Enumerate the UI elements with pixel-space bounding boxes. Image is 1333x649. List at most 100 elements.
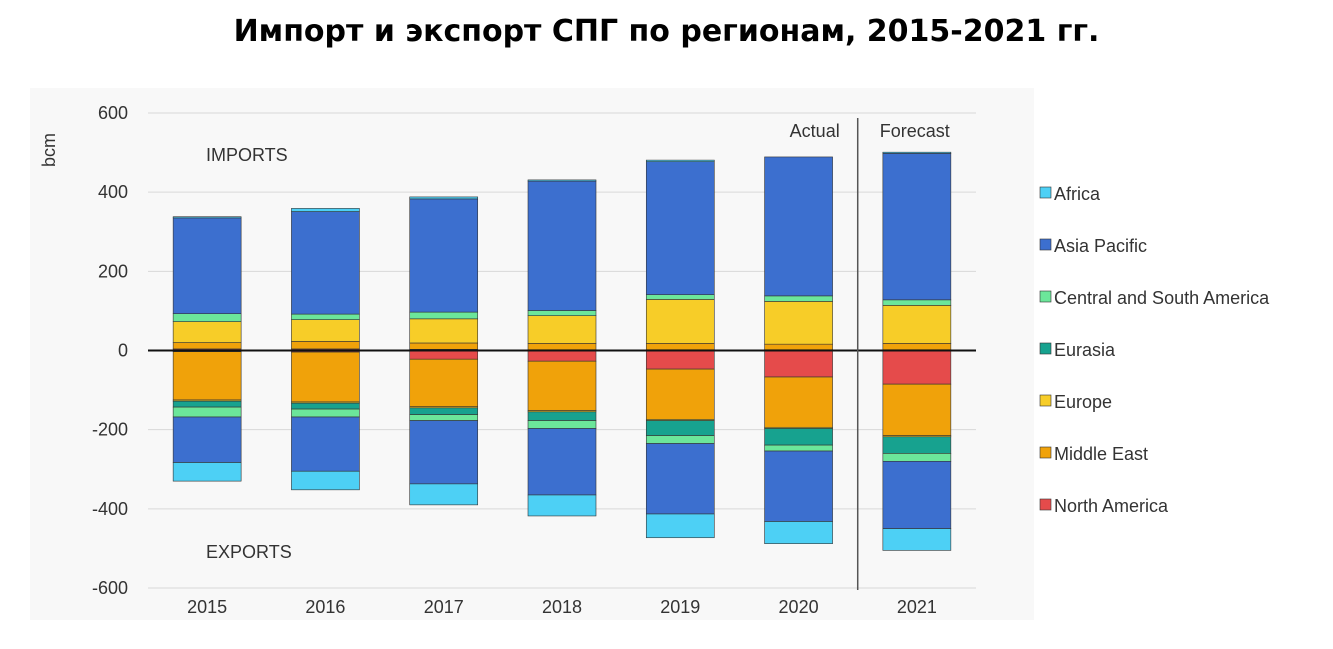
- bar-segment: [291, 341, 360, 350]
- imports-annotation: IMPORTS: [206, 145, 288, 165]
- bar-segment: [764, 376, 833, 428]
- legend-swatch: [1039, 394, 1052, 407]
- chart-title: Импорт и экспорт СПГ по регионам, 2015-2…: [233, 14, 1100, 49]
- y-tick-label: -200: [92, 420, 128, 440]
- bar-segment: [645, 443, 715, 515]
- bar-segment: [409, 483, 479, 506]
- bar-segment: [882, 461, 952, 529]
- bar-segment: [882, 453, 952, 462]
- bar-segment: [172, 321, 242, 343]
- exports-annotation: EXPORTS: [206, 542, 292, 562]
- x-tick-label: 2017: [424, 597, 464, 617]
- bar-segment: [764, 428, 833, 446]
- bar-segment: [291, 408, 360, 418]
- x-tick-label: 2016: [305, 597, 345, 617]
- bar-segment: [527, 494, 597, 517]
- bar-segment: [764, 295, 833, 302]
- y-axis-label: bcm: [39, 133, 59, 167]
- bar-segment: [291, 470, 360, 491]
- bar-segment: [764, 521, 833, 544]
- legend-swatch: [1039, 290, 1052, 303]
- bar-segment: [645, 299, 715, 344]
- bar-segment: [409, 414, 479, 421]
- bar-segment: [764, 450, 833, 522]
- bar-segment: [172, 351, 242, 401]
- legend-label: Africa: [1054, 184, 1101, 204]
- bar-segment: [527, 428, 597, 496]
- bar-segment: [172, 217, 242, 314]
- bar-segment: [172, 216, 242, 219]
- bar-segment: [527, 420, 597, 429]
- legend: Africa Asia Pacific Central and South Amer…: [1039, 184, 1270, 516]
- bar-segment: [172, 342, 242, 350]
- bar-segment: [645, 161, 715, 295]
- y-tick-label: 400: [98, 182, 128, 202]
- bar-segment: [882, 305, 952, 344]
- bar-segment: [527, 180, 597, 311]
- bar-segment: [645, 420, 715, 436]
- bar-segment: [882, 350, 952, 385]
- y-tick-label: 200: [98, 261, 128, 281]
- legend-label: Asia Pacific: [1054, 236, 1147, 256]
- bar-segment: [409, 350, 479, 360]
- bar-segment: [527, 360, 597, 411]
- y-tick-label: 600: [98, 103, 128, 123]
- bar-segment: [645, 343, 715, 351]
- legend-label: North America: [1054, 496, 1169, 516]
- bar-segment: [527, 179, 597, 182]
- actual-annotation: Actual: [790, 121, 840, 141]
- bar-segment: [645, 435, 715, 444]
- bar-segment: [527, 310, 597, 316]
- bar-segment: [882, 153, 952, 301]
- bar-segment: [172, 416, 242, 463]
- y-tick-label: -400: [92, 499, 128, 519]
- bar-segment: [527, 315, 597, 344]
- legend-swatch: [1039, 342, 1052, 355]
- bar-segment: [527, 411, 597, 421]
- bar-segment: [172, 400, 242, 408]
- bar-segment: [764, 343, 833, 351]
- bar-segment: [645, 368, 715, 420]
- legend-swatch: [1039, 498, 1052, 511]
- legend-label: Middle East: [1054, 444, 1148, 464]
- legend-label: Central and South America: [1054, 288, 1270, 308]
- x-tick-label: 2015: [187, 597, 227, 617]
- axis-layer: 600 400 200 0 -200 -400 -600 bcm 2015 2016 2017 201…: [39, 103, 976, 617]
- forecast-annotation: Forecast: [880, 121, 950, 141]
- bar-segment: [409, 196, 479, 200]
- legend-label: Eurasia: [1054, 340, 1116, 360]
- bar-segment: [764, 301, 833, 345]
- bar-segment: [882, 343, 952, 351]
- bar-segment: [527, 343, 597, 351]
- bar-segment: [409, 420, 479, 485]
- bar-segment: [882, 151, 952, 154]
- x-tick-label: 2018: [542, 597, 582, 617]
- legend-label: Europe: [1054, 392, 1112, 412]
- x-tick-label: 2020: [779, 597, 819, 617]
- bar-segment: [409, 342, 479, 350]
- bar-segment: [291, 351, 360, 403]
- bar-segment: [882, 436, 952, 454]
- y-tick-label: 0: [118, 341, 128, 361]
- bar-segment: [882, 528, 952, 551]
- bar-segment: [291, 211, 360, 315]
- legend-swatch: [1039, 186, 1052, 199]
- bars-layer: [172, 151, 952, 551]
- legend-swatch: [1039, 446, 1052, 459]
- bar-segment: [291, 402, 360, 410]
- bar-segment: [409, 198, 479, 313]
- bar-segment: [882, 383, 952, 436]
- bar-segment: [764, 444, 833, 452]
- y-tick-label: -600: [92, 578, 128, 598]
- bar-segment: [172, 313, 242, 322]
- bar-segment: [645, 159, 715, 162]
- bar-segment: [291, 313, 360, 320]
- bar-segment: [882, 299, 952, 306]
- bar-segment: [645, 294, 715, 300]
- bar-segment: [291, 208, 360, 212]
- bar-segment: [645, 350, 715, 370]
- bar-segment: [172, 406, 242, 418]
- bar-segment: [409, 311, 479, 320]
- legend-swatch: [1039, 238, 1052, 251]
